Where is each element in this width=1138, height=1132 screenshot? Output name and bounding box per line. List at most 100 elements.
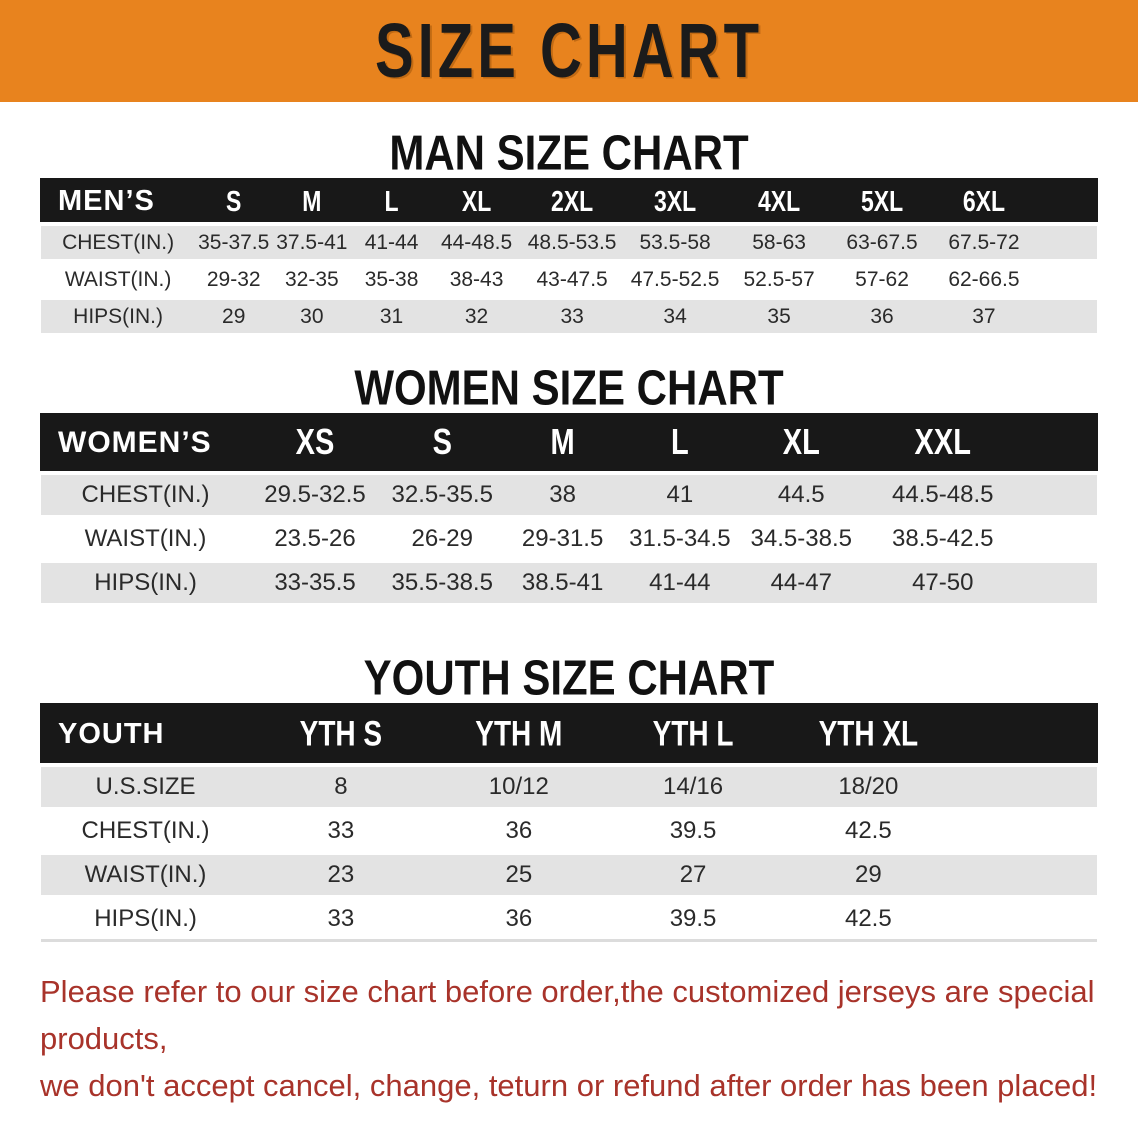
size-column-header: M	[503, 413, 622, 474]
size-value-cell: 41	[620, 471, 739, 517]
size-value-cell: 29	[780, 851, 957, 897]
size-value-cell: 38.5-42.5	[863, 515, 1022, 561]
row-label: CHEST(IN.)	[41, 222, 196, 261]
size-value-cell: 47-50	[863, 559, 1022, 603]
size-value-cell: 10/12	[431, 763, 606, 809]
measurement-row: WAIST(IN.) 29-32 32-35 35-38 38-43 43-47.5 47.…	[41, 259, 1097, 298]
men-table-head: MEN’S S M L XL 2XL 3XL 4XL 5XL 6XL	[39, 178, 1099, 225]
size-column-header-text: XS	[295, 422, 335, 463]
size-column-header: 5XL	[829, 178, 935, 225]
size-value-cell: 41-44	[620, 559, 739, 603]
size-column-header: M	[271, 178, 353, 225]
size-value-cell: 38	[504, 471, 621, 517]
size-column-header-text: XL	[461, 184, 492, 217]
size-column-header-text: S	[432, 422, 452, 463]
row-label: CHEST(IN.)	[41, 807, 251, 853]
row-trailing-spacer	[1034, 259, 1097, 298]
size-column-header: S	[194, 178, 274, 225]
table-header-label-text: MEN’S	[58, 184, 155, 217]
size-value-cell: 43-47.5	[521, 259, 623, 298]
size-column-header-text: YTH S	[299, 714, 383, 753]
header-trailing-spacer	[1020, 413, 1099, 474]
row-trailing-spacer	[956, 851, 1097, 897]
size-column-header: 3XL	[621, 178, 729, 225]
size-value-cell: 31	[351, 296, 432, 333]
size-column-header-text: YTH L	[652, 714, 734, 753]
row-label: WAIST(IN.)	[41, 515, 251, 561]
size-value-cell: 33	[250, 895, 432, 942]
size-column-header-text: 4XL	[757, 184, 801, 217]
size-value-cell: 39.5	[605, 807, 781, 853]
size-value-cell: 29-32	[195, 259, 273, 298]
men-size-table: MEN’S S M L XL 2XL 3XL 4XL 5XL 6XL CHEST(IN.) 35-3…	[39, 178, 1099, 333]
disclaimer: Please refer to our size chart before or…	[40, 968, 1118, 1109]
size-column-header: XS	[249, 413, 381, 474]
size-value-cell: 29-31.5	[504, 515, 621, 561]
banner: SIZE CHART	[0, 0, 1138, 102]
disclaimer-line-1: Please refer to our size chart before or…	[40, 974, 1095, 1056]
size-value-cell: 33	[250, 807, 432, 853]
size-value-cell: 53.5-58	[622, 222, 728, 261]
row-trailing-spacer	[1021, 559, 1097, 603]
size-value-cell: 42.5	[780, 807, 957, 853]
size-column-header-text: L	[384, 184, 399, 217]
size-value-cell: 35	[727, 296, 831, 333]
size-value-cell: 44-48.5	[431, 222, 522, 261]
size-value-cell: 30	[272, 296, 352, 333]
size-column-header: L	[619, 413, 740, 474]
size-value-cell: 31.5-34.5	[620, 515, 739, 561]
size-column-header: XXL	[862, 413, 1023, 474]
row-label: WAIST(IN.)	[41, 851, 251, 897]
youth-size-table: YOUTH YTH S YTH M YTH L YTH XL U.S.SIZE 8 10/1…	[39, 703, 1099, 942]
size-value-cell: 37	[933, 296, 1035, 333]
size-value-cell: 32.5-35.5	[379, 471, 505, 517]
row-trailing-spacer	[1034, 222, 1097, 261]
measurement-row: WAIST(IN.) 23.5-26 26-29 29-31.5 31.5-34.5 34…	[41, 515, 1097, 561]
size-value-cell: 63-67.5	[830, 222, 934, 261]
size-column-header-text: 2XL	[551, 184, 594, 217]
row-trailing-spacer	[1021, 471, 1097, 517]
size-value-cell: 35-38	[351, 259, 432, 298]
size-value-cell: 14/16	[605, 763, 781, 809]
size-column-header: YTH L	[604, 703, 782, 766]
size-value-cell: 29.5-32.5	[250, 471, 380, 517]
size-column-header-text: 3XL	[653, 184, 697, 217]
size-value-cell: 42.5	[780, 895, 957, 942]
row-trailing-spacer	[956, 763, 1097, 809]
size-value-cell: 44-47	[738, 559, 864, 603]
size-column-header: 4XL	[726, 178, 832, 225]
women-section-heading-wrap: WOMEN SIZE CHART	[0, 360, 1138, 415]
size-column-header-text: YTH M	[475, 714, 563, 753]
size-value-cell: 39.5	[605, 895, 781, 942]
size-value-cell: 41-44	[351, 222, 432, 261]
measurement-row: HIPS(IN.) 29 30 31 32 33 34 35 36 37	[41, 296, 1097, 333]
size-column-header: 6XL	[932, 178, 1036, 225]
size-table-header-row: MEN’S S M L XL 2XL 3XL 4XL 5XL 6XL	[39, 178, 1099, 225]
size-column-header: YTH S	[249, 703, 433, 766]
row-label: HIPS(IN.)	[41, 895, 251, 942]
size-value-cell: 26-29	[379, 515, 505, 561]
size-column-header-text: XL	[782, 422, 820, 463]
row-label: CHEST(IN.)	[41, 471, 251, 517]
size-value-cell: 18/20	[780, 763, 957, 809]
size-column-header-text: 5XL	[860, 184, 904, 217]
measurement-row: CHEST(IN.) 29.5-32.5 32.5-35.5 38 41 44.5 44.5…	[41, 471, 1097, 517]
measurement-row: U.S.SIZE 8 10/12 14/16 18/20	[41, 763, 1097, 809]
man-size-chart-heading: MAN SIZE CHART	[389, 124, 749, 181]
size-value-cell: 38-43	[431, 259, 522, 298]
women-size-chart-heading: WOMEN SIZE CHART	[354, 359, 784, 416]
youth-table-body: U.S.SIZE 8 10/12 14/16 18/20 CHEST(IN.) 33 36 39…	[41, 763, 1097, 942]
size-column-header-text: S	[226, 184, 242, 217]
men-table-body: CHEST(IN.) 35-37.5 37.5-41 41-44 44-48.5 48.5…	[41, 222, 1097, 333]
youth-section-heading-wrap: YOUTH SIZE CHART	[0, 650, 1138, 705]
size-value-cell: 23	[250, 851, 432, 897]
size-column-header-text: XXL	[914, 422, 971, 463]
size-table-header-row: WOMEN’S XS S M L XL XXL	[39, 413, 1099, 474]
size-value-cell: 44.5	[738, 471, 864, 517]
measurement-row: CHEST(IN.) 35-37.5 37.5-41 41-44 44-48.5 48.5…	[41, 222, 1097, 261]
size-column-header-text: YTH XL	[818, 714, 919, 753]
women-size-table: WOMEN’S XS S M L XL XXL CHEST(IN.) 29.5-32.5 32.…	[39, 413, 1099, 603]
size-value-cell: 29	[195, 296, 273, 333]
size-value-cell: 32	[431, 296, 522, 333]
size-column-header-text: L	[670, 422, 689, 463]
